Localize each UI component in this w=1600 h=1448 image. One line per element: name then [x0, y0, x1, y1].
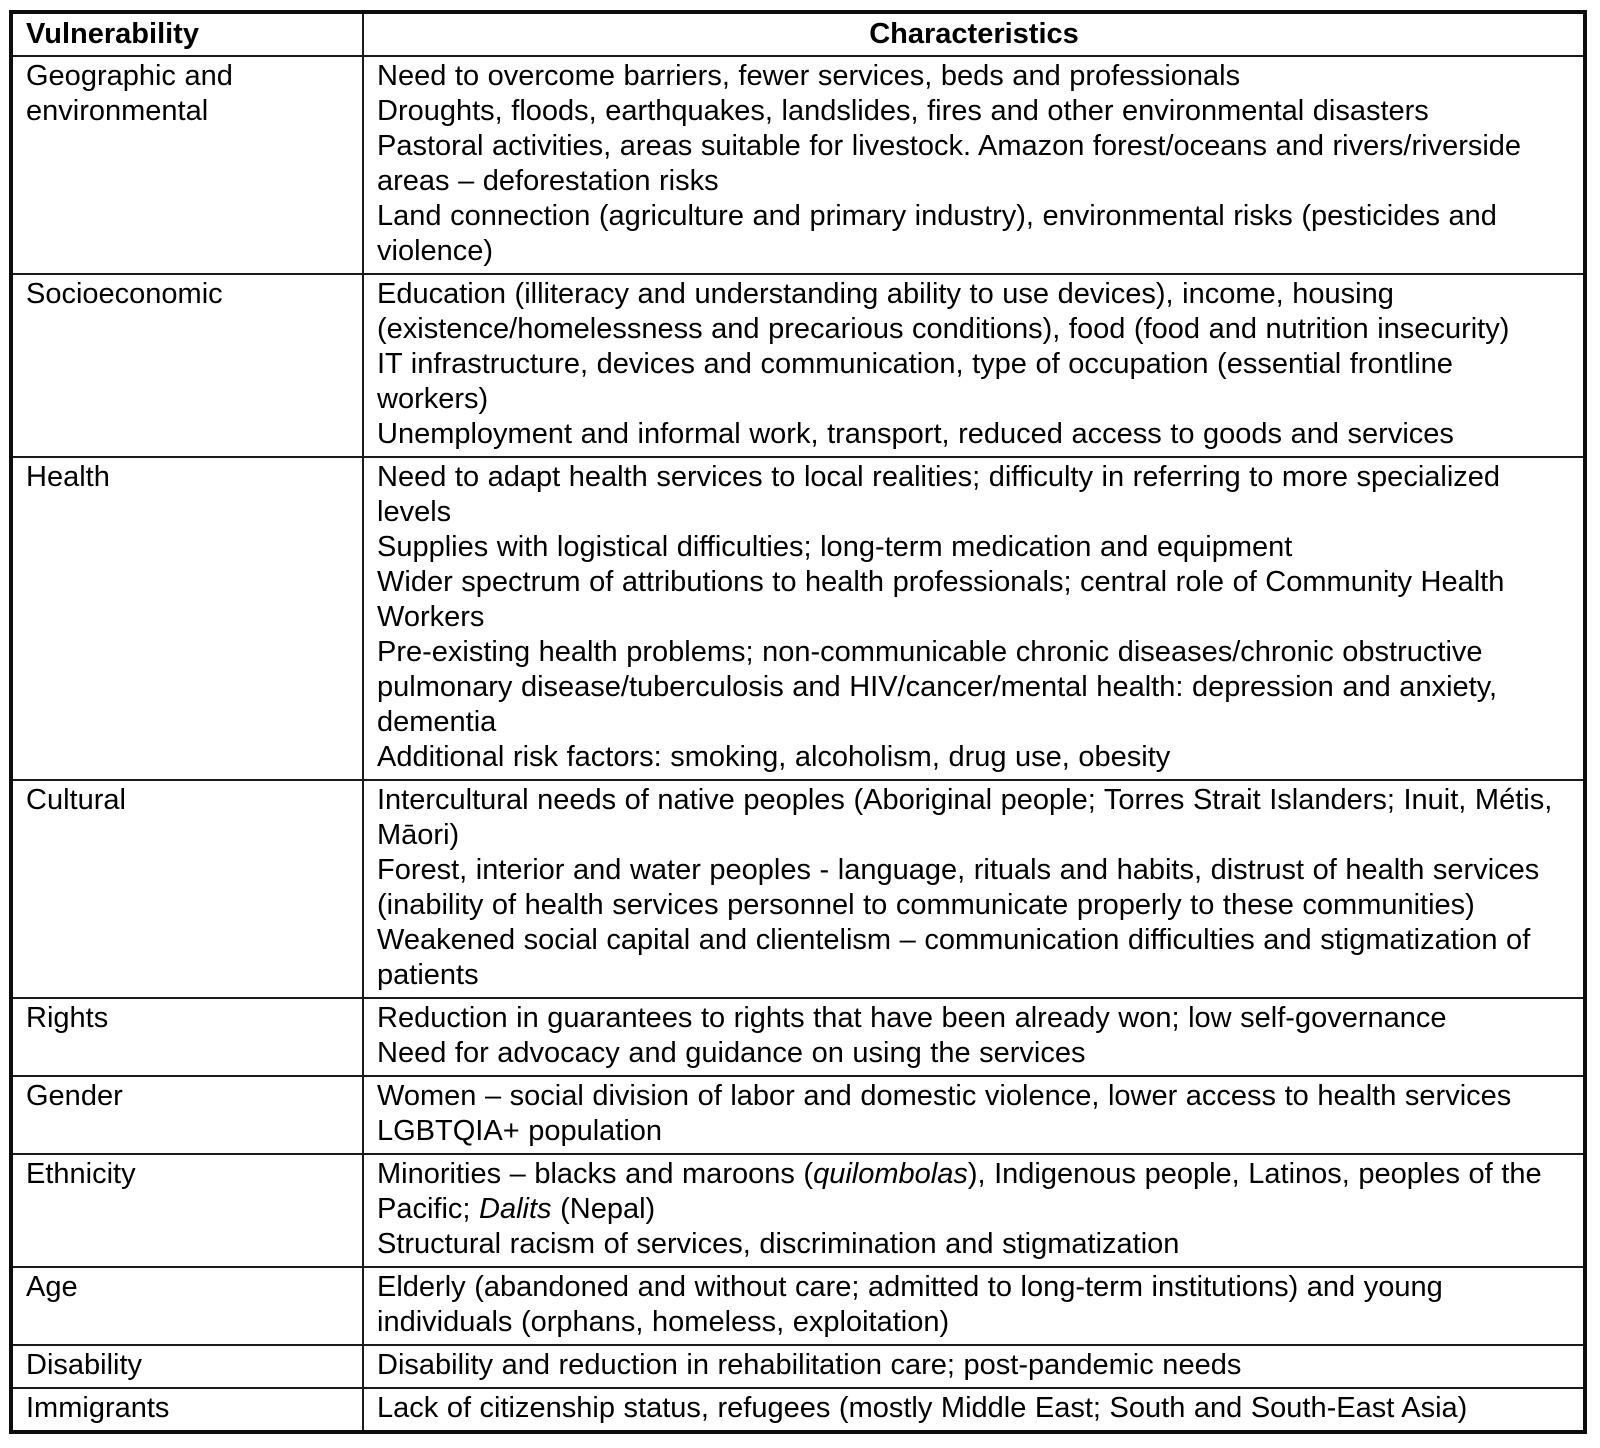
characteristics-cell: Lack of citizenship status, refugees (mo…: [362, 1387, 1586, 1433]
table-row: Gender Women – social division of labor a…: [10, 1075, 1586, 1155]
characteristic-item: Intercultural needs of native peoples (A…: [377, 784, 1553, 851]
characteristics-cell: Intercultural needs of native peoples (A…: [362, 779, 1586, 999]
vulnerability-cell: Rights: [10, 997, 364, 1077]
characteristic-item: Women – social division of labor and dom…: [377, 1080, 1512, 1112]
vulnerability-cell: Disability: [10, 1344, 364, 1389]
table-row: Socioeconomic Education (illiteracy and u…: [10, 273, 1586, 458]
characteristic-item: Land connection (agriculture and primary…: [377, 200, 1497, 267]
characteristic-item: Education (illiteracy and understanding …: [377, 278, 1510, 345]
characteristic-item: Unemployment and informal work, transpor…: [377, 418, 1454, 450]
characteristics-cell: Minorities – blacks and maroons (quilomb…: [362, 1153, 1586, 1268]
characteristic-item: Disability and reduction in rehabilitati…: [377, 1349, 1242, 1381]
characteristic-item: Wider spectrum of attributions to health…: [377, 566, 1505, 633]
characteristic-item: Need for advocacy and guidance on using …: [377, 1037, 1086, 1069]
characteristic-item: LGBTQIA+ population: [377, 1115, 663, 1147]
table-row: Rights Reduction in guarantees to rights …: [10, 997, 1586, 1077]
characteristics-cell: Disability and reduction in rehabilitati…: [362, 1344, 1586, 1389]
vulnerability-table: Vulnerability Characteristics Geographic…: [9, 10, 1587, 1434]
characteristic-item: Structural racism of services, discrimin…: [377, 1228, 1180, 1260]
characteristics-cell: Elderly (abandoned and without care; adm…: [362, 1266, 1586, 1346]
characteristic-item: Need to overcome barriers, fewer service…: [377, 60, 1241, 92]
table-row: Immigrants Lack of citizenship status, re…: [10, 1387, 1586, 1433]
characteristics-cell: Need to adapt health services to local r…: [362, 456, 1586, 781]
characteristic-item: Forest, interior and water peoples - lan…: [377, 854, 1540, 921]
characteristics-cell: Women – social division of labor and dom…: [362, 1075, 1586, 1155]
characteristics-cell: Education (illiteracy and understanding …: [362, 273, 1586, 458]
characteristic-item: Pastoral activities, areas suitable for …: [377, 130, 1522, 197]
characteristic-item: Supplies with logistical difficulties; l…: [377, 531, 1293, 563]
header-row: Vulnerability Characteristics: [10, 11, 1586, 57]
vulnerability-column-header: Vulnerability: [10, 11, 364, 57]
table-row: Cultural Intercultural needs of native pe…: [10, 779, 1586, 999]
table-row: Age Elderly (abandoned and without care; …: [10, 1266, 1586, 1346]
characteristic-item: Weakened social capital and clientelism …: [377, 924, 1531, 991]
characteristic-item: Minorities – blacks and maroons (quilomb…: [377, 1158, 1542, 1225]
characteristic-item: Need to adapt health services to local r…: [377, 461, 1501, 528]
characteristic-item: IT infrastructure, devices and communica…: [377, 348, 1453, 415]
characteristic-item: Pre-existing health problems; non-commun…: [377, 636, 1498, 738]
table-row: Disability Disability and reduction in re…: [10, 1344, 1586, 1389]
characteristic-item: Lack of citizenship status, refugees (mo…: [377, 1392, 1468, 1424]
table-row: Geographic and environmental Need to over…: [10, 55, 1586, 275]
characteristic-item: Reduction in guarantees to rights that h…: [377, 1002, 1447, 1034]
characteristics-cell: Reduction in guarantees to rights that h…: [362, 997, 1586, 1077]
table-row: Health Need to adapt health services to l…: [10, 456, 1586, 781]
vulnerability-cell: Age: [10, 1266, 364, 1346]
characteristics-column-header: Characteristics: [362, 11, 1586, 57]
table-row: Ethnicity Minorities – blacks and maroons…: [10, 1153, 1586, 1268]
vulnerability-cell: Ethnicity: [10, 1153, 364, 1268]
table-body: Geographic and environmental Need to over…: [10, 55, 1586, 1433]
characteristic-item: Additional risk factors: smoking, alcoho…: [377, 741, 1171, 773]
vulnerability-cell: Socioeconomic: [10, 273, 364, 458]
vulnerability-cell: Gender: [10, 1075, 364, 1155]
vulnerability-cell: Health: [10, 456, 364, 781]
vulnerability-cell: Cultural: [10, 779, 364, 999]
vulnerability-cell: Geographic and environmental: [10, 55, 364, 275]
vulnerability-cell: Immigrants: [10, 1387, 364, 1433]
characteristic-item: Elderly (abandoned and without care; adm…: [377, 1271, 1443, 1338]
characteristics-cell: Need to overcome barriers, fewer service…: [362, 55, 1586, 275]
characteristic-item: Droughts, floods, earthquakes, landslide…: [377, 95, 1429, 127]
